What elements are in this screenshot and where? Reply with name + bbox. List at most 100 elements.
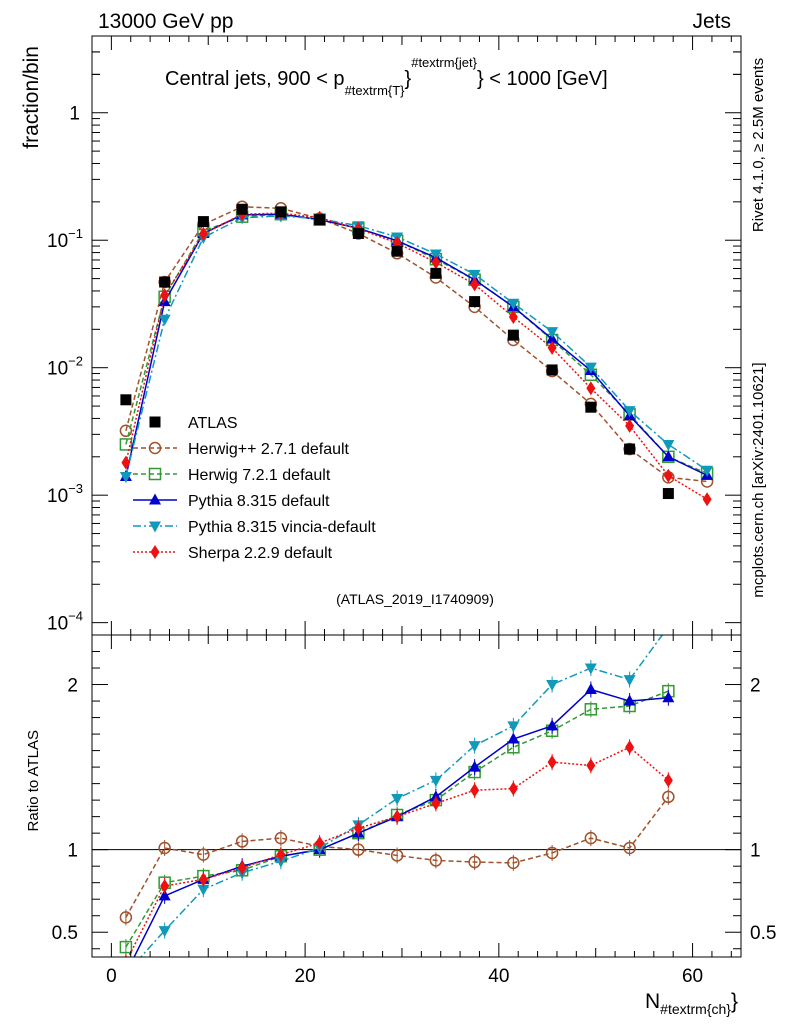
ratio-tick-label: 0.5 bbox=[52, 923, 78, 944]
series-4-ratio-point bbox=[584, 663, 597, 675]
series-1-ratio-point bbox=[662, 790, 675, 804]
series-4-line bbox=[125, 215, 708, 477]
legend-marker bbox=[149, 416, 161, 428]
x-axis-label: N#textrm{ch}} bbox=[645, 990, 738, 1017]
series-3-ratio-point bbox=[158, 889, 171, 901]
series-3-ratio-point bbox=[546, 719, 559, 731]
series-1-ratio-point bbox=[507, 856, 520, 870]
ratio-tick-label: 1 bbox=[67, 841, 78, 862]
ratio-tick-label: 0.5 bbox=[750, 923, 776, 944]
series-4-point bbox=[507, 298, 520, 310]
analysis-watermark: (ATLAS_2019_I1740909) bbox=[336, 591, 494, 607]
series-5-ratio-point bbox=[124, 954, 128, 957]
series-5-ratio-point bbox=[431, 796, 441, 811]
series-4-ratio-line bbox=[139, 635, 664, 957]
series-2-ratio-point bbox=[584, 703, 598, 716]
chart-title: Central jets, 900 < p#textrm{T}}#textrm{… bbox=[165, 55, 608, 98]
data-point bbox=[275, 206, 287, 218]
series-5-ratio-point bbox=[315, 836, 325, 851]
series-5-point bbox=[508, 309, 518, 324]
series-4-point bbox=[546, 327, 559, 339]
series-1-ratio-point bbox=[119, 911, 133, 924]
series-1-line bbox=[125, 206, 708, 483]
x-axis-label-main: N bbox=[645, 990, 660, 1013]
series-5-line bbox=[125, 212, 708, 500]
data-point bbox=[585, 401, 597, 413]
series-4-ratio-point bbox=[197, 884, 210, 896]
series-1-ratio-point bbox=[197, 848, 210, 861]
title-sub: #textrm{T} bbox=[345, 83, 406, 98]
series-1-ratio-point bbox=[545, 846, 559, 860]
series-3-point bbox=[662, 450, 675, 462]
series-5-point bbox=[470, 277, 480, 292]
ratio-tick-label: 2 bbox=[67, 676, 78, 697]
series-5-point bbox=[160, 288, 170, 303]
series-5-point bbox=[121, 455, 131, 470]
series-5-point bbox=[702, 492, 712, 507]
data-point bbox=[314, 214, 326, 226]
data-point bbox=[197, 216, 209, 228]
series-4-point bbox=[662, 439, 675, 451]
series-4-ratio-point bbox=[662, 622, 674, 633]
series-4-ratio-point bbox=[391, 793, 404, 805]
series-1-ratio-point bbox=[584, 831, 598, 845]
data-point bbox=[120, 394, 132, 406]
series-5-point bbox=[547, 340, 557, 355]
series-5-ratio-point bbox=[508, 781, 518, 796]
data-point bbox=[159, 276, 171, 288]
series-1-ratio-point bbox=[274, 831, 288, 845]
title-sup: #textrm{jet} bbox=[411, 55, 477, 70]
series-4-point bbox=[119, 472, 132, 484]
series-1-ratio-point bbox=[352, 843, 365, 856]
mcplots-label: mcplots.cern.ch [arXiv:2401.10621] bbox=[750, 362, 767, 597]
series-4-ratio-point bbox=[158, 926, 171, 938]
legend-entry: ATLAS bbox=[149, 415, 238, 432]
series-4-ratio-point bbox=[429, 775, 442, 787]
data-point bbox=[352, 227, 364, 239]
legend-entry: Pythia 8.315 default bbox=[133, 493, 330, 510]
legend-marker bbox=[150, 545, 160, 559]
series-4-ratio-point bbox=[546, 680, 559, 692]
main-plot bbox=[119, 200, 714, 507]
series-3-ratio-point bbox=[584, 682, 597, 694]
series-5-point bbox=[663, 468, 673, 483]
series-3-ratio-point bbox=[623, 694, 636, 706]
series-1-ratio-point bbox=[429, 854, 443, 867]
title-brace: } bbox=[405, 68, 412, 90]
axes: 0 20 40 60 10−4 10−3 10−2 10−1 1 0.5 0.5 1 1 2 2 bbox=[47, 35, 776, 987]
data-point bbox=[624, 443, 636, 455]
series-3-ratio-point bbox=[120, 967, 132, 978]
series-5-point bbox=[198, 226, 208, 241]
legend-label: Herwig++ 2.7.1 default bbox=[188, 441, 350, 458]
series-1-ratio-point bbox=[468, 855, 481, 869]
series-4-ratio-point bbox=[468, 741, 481, 753]
x-tick-label: 0 bbox=[106, 966, 117, 987]
series-3-line bbox=[125, 213, 708, 477]
series-5-ratio-point bbox=[237, 860, 247, 875]
series-5-point bbox=[431, 255, 441, 270]
series-1-ratio-point bbox=[390, 849, 404, 862]
series-4-point bbox=[468, 269, 481, 281]
series-2-ratio-point bbox=[119, 940, 133, 954]
data-point bbox=[430, 267, 442, 279]
y-axis-label: fraction/bin bbox=[20, 46, 43, 149]
series-4-ratio-point bbox=[120, 969, 132, 980]
rivet-label: Rivet 4.1.0, ≥ 2.5M events bbox=[750, 58, 767, 232]
ratio-tick-label: 1 bbox=[750, 841, 761, 862]
series-3-ratio-line bbox=[133, 688, 669, 957]
x-tick-label: 20 bbox=[295, 966, 316, 987]
y-tick-label: 1 bbox=[69, 104, 80, 125]
data-point bbox=[236, 203, 248, 215]
x-axis-label-sub: #textrm{ch} bbox=[660, 1001, 731, 1017]
legend-marker bbox=[148, 441, 162, 455]
category-label: Jets bbox=[692, 10, 731, 33]
series-4-point bbox=[429, 249, 442, 261]
energy-label: 13000 GeV pp bbox=[98, 10, 233, 33]
series-5-point bbox=[625, 418, 635, 433]
series-5-ratio-point bbox=[198, 872, 208, 887]
series-5-ratio-point bbox=[547, 755, 557, 770]
series-5-ratio-point bbox=[392, 809, 402, 824]
series-1-ratio-point bbox=[235, 835, 249, 848]
series-5-ratio-point bbox=[663, 773, 673, 788]
